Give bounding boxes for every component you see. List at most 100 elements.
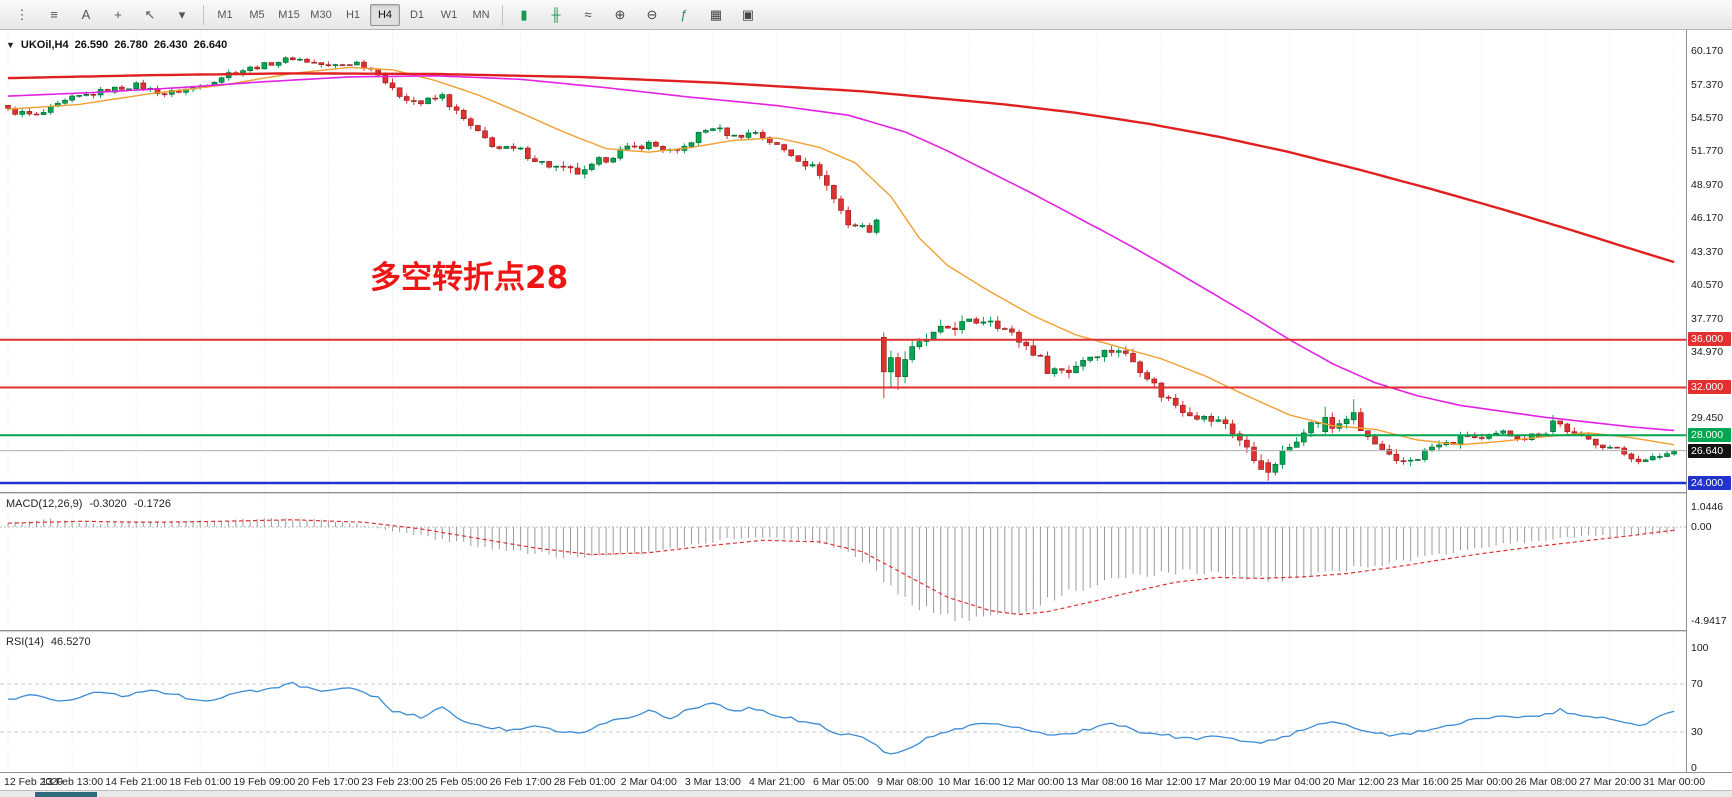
rsi-header: RSI(14) 46.5270 bbox=[6, 636, 91, 648]
time-label: 2 Mar 04:00 bbox=[620, 776, 677, 788]
time-label: 26 Feb 17:00 bbox=[489, 776, 552, 788]
rsi-axis-label: 70 bbox=[1691, 678, 1703, 690]
time-label: 25 Feb 05:00 bbox=[425, 776, 488, 788]
time-label: 19 Feb 09:00 bbox=[233, 776, 296, 788]
timeframe-mn[interactable]: MN bbox=[472, 8, 490, 21]
time-label: 3 Mar 13:00 bbox=[684, 776, 741, 788]
price-flag: 32.000 bbox=[1688, 380, 1731, 394]
ohlc-open: 26.590 bbox=[74, 39, 109, 51]
price-label: 57.370 bbox=[1691, 78, 1724, 91]
rsi-axis-label: 100 bbox=[1691, 642, 1709, 654]
time-label: 28 Feb 01:00 bbox=[553, 776, 616, 788]
status-indicator bbox=[35, 792, 97, 797]
price-label: 40.570 bbox=[1691, 279, 1724, 292]
price-flag: 24.000 bbox=[1688, 475, 1731, 490]
macd-panel[interactable]: MACD(12,26,9) -0.3020 -0.1726 bbox=[0, 494, 1686, 630]
arrow-tool-icon[interactable]: ↖ bbox=[144, 6, 156, 22]
ohlc-bars-icon[interactable]: ╫ bbox=[551, 7, 561, 22]
price-axis[interactable]: 60.170 57.370 54.570 51.770 48.970 46.170 43.3… bbox=[1686, 30, 1732, 774]
chart-caret-icon[interactable]: ▼ bbox=[6, 40, 15, 50]
rsi-axis-label: 0 bbox=[1691, 762, 1697, 774]
price-label: 60.170 bbox=[1691, 45, 1724, 57]
time-label: 20 Feb 17:00 bbox=[297, 776, 360, 788]
panel-separator[interactable] bbox=[0, 492, 1732, 494]
macd-title: MACD(12,26,9) bbox=[6, 498, 83, 510]
price-flag: 26.640 bbox=[1688, 444, 1731, 458]
zoom-in-icon[interactable]: ⊕ bbox=[614, 6, 626, 22]
time-label: 20 Mar 12:00 bbox=[1322, 776, 1385, 788]
timeframe-m5[interactable]: M5 bbox=[249, 8, 265, 21]
time-label: 12 Mar 00:00 bbox=[1002, 776, 1065, 788]
rsi-panel[interactable]: RSI(14) 46.5270 bbox=[0, 632, 1686, 772]
toolbar: ⋮ ≡ A + ↖ ▾ M1 M5 M15 M30 H1 H4 D1 W1 MN ▮ ╫ ≈ ⊕ ⊖ ƒ ▦ ▣ bbox=[0, 0, 1732, 30]
time-label: 16 Mar 12:00 bbox=[1130, 776, 1193, 788]
macd-axis-label: 0.00 bbox=[1691, 521, 1712, 533]
chart-annotation-text[interactable]: 多空转折点28 bbox=[370, 260, 569, 296]
time-label: 13 Feb 13:00 bbox=[41, 776, 104, 788]
macd-axis-label: 1.0446 bbox=[1691, 501, 1724, 514]
time-label: 19 Mar 04:00 bbox=[1258, 776, 1321, 788]
timeframe-d1[interactable]: D1 bbox=[409, 8, 425, 21]
price-label: 43.370 bbox=[1691, 245, 1724, 258]
time-label: 4 Mar 21:00 bbox=[748, 776, 806, 788]
macd-axis-label: -4.9417 bbox=[1691, 615, 1727, 627]
price-label: 48.970 bbox=[1691, 178, 1724, 191]
timeframe-m30[interactable]: M30 bbox=[310, 8, 332, 21]
dropdown-caret-icon[interactable]: ▾ bbox=[178, 6, 186, 22]
price-label: 46.170 bbox=[1691, 212, 1724, 225]
macd-canvas[interactable] bbox=[0, 494, 1686, 630]
time-label: 10 Mar 16:00 bbox=[938, 776, 1001, 788]
rsi-value: 46.5270 bbox=[50, 636, 91, 648]
time-label: 13 Mar 08:00 bbox=[1066, 776, 1129, 788]
status-bar bbox=[0, 790, 1732, 797]
time-label: 31 Mar 00:00 bbox=[1643, 776, 1706, 788]
templates-icon[interactable]: ▣ bbox=[741, 6, 755, 22]
time-label: 18 Feb 01:00 bbox=[169, 776, 232, 788]
candlestick-chart-icon[interactable]: ▮ bbox=[520, 6, 528, 22]
toolbar-separator bbox=[203, 4, 204, 25]
timeframe-m15[interactable]: M15 bbox=[278, 8, 300, 21]
timeframe-group: M1 M5 M15 M30 H1 H4 D1 W1 MN bbox=[209, 3, 497, 26]
macd-header: MACD(12,26,9) -0.3020 -0.1726 bbox=[6, 498, 171, 510]
time-label: 27 Mar 20:00 bbox=[1579, 776, 1641, 788]
price-label: 34.970 bbox=[1691, 346, 1724, 358]
price-label: 37.770 bbox=[1691, 312, 1724, 325]
line-chart-icon[interactable]: ≈ bbox=[584, 7, 592, 22]
macd-value-main: -0.3020 bbox=[89, 498, 127, 510]
price-chart[interactable]: ▼ UKOil,H4 26.590 26.780 26.430 26.640 多… bbox=[0, 30, 1686, 492]
price-label: 54.570 bbox=[1691, 111, 1724, 124]
zoom-out-icon[interactable]: ⊖ bbox=[646, 6, 658, 22]
time-label: 25 Mar 00:00 bbox=[1450, 776, 1513, 788]
toolbar-left-group: ⋮ ≡ A + ↖ ▾ bbox=[6, 4, 198, 26]
indicators-icon[interactable]: ƒ bbox=[680, 7, 688, 22]
time-label: 23 Mar 16:00 bbox=[1386, 776, 1449, 788]
menu-icon[interactable]: ≡ bbox=[50, 7, 58, 22]
chart-header: ▼ UKOil,H4 26.590 26.780 26.430 26.640 bbox=[6, 39, 227, 51]
price-flag: 28.000 bbox=[1688, 427, 1731, 442]
time-label: 14 Feb 21:00 bbox=[105, 776, 168, 788]
crosshair-icon[interactable]: + bbox=[114, 7, 122, 22]
timeframe-h4[interactable]: H4 bbox=[370, 3, 400, 26]
ohlc-close: 26.640 bbox=[193, 39, 228, 51]
time-label: 23 Feb 23:00 bbox=[361, 776, 424, 788]
toolbar-separator bbox=[502, 4, 503, 25]
grid-icon[interactable]: ▦ bbox=[709, 6, 723, 22]
timeframe-w1[interactable]: W1 bbox=[440, 8, 458, 21]
time-label: 6 Mar 05:00 bbox=[812, 776, 870, 788]
price-label: 29.450 bbox=[1691, 411, 1724, 424]
price-label: 51.770 bbox=[1691, 145, 1724, 158]
panel-separator[interactable] bbox=[0, 630, 1732, 632]
rsi-canvas[interactable] bbox=[0, 632, 1686, 772]
annotate-text-icon[interactable]: A bbox=[81, 7, 91, 22]
time-label: 9 Mar 08:00 bbox=[877, 776, 934, 788]
timeframe-h1[interactable]: H1 bbox=[345, 8, 361, 21]
time-label: 12 Feb 2020 bbox=[4, 776, 63, 788]
price-chart-canvas[interactable] bbox=[0, 30, 1686, 492]
macd-value-signal: -0.1726 bbox=[133, 498, 172, 510]
toolbar-right-group: ▮ ╫ ≈ ⊕ ⊖ ƒ ▦ ▣ bbox=[508, 4, 764, 26]
timeframe-m1[interactable]: M1 bbox=[217, 8, 233, 21]
time-label: 26 Mar 08:00 bbox=[1514, 776, 1577, 788]
time-axis[interactable]: 12 Feb 2020 13 Feb 13:00 14 Feb 21:00 18 Fe… bbox=[0, 772, 1732, 790]
grip-handle-icon[interactable]: ⋮ bbox=[15, 6, 29, 22]
